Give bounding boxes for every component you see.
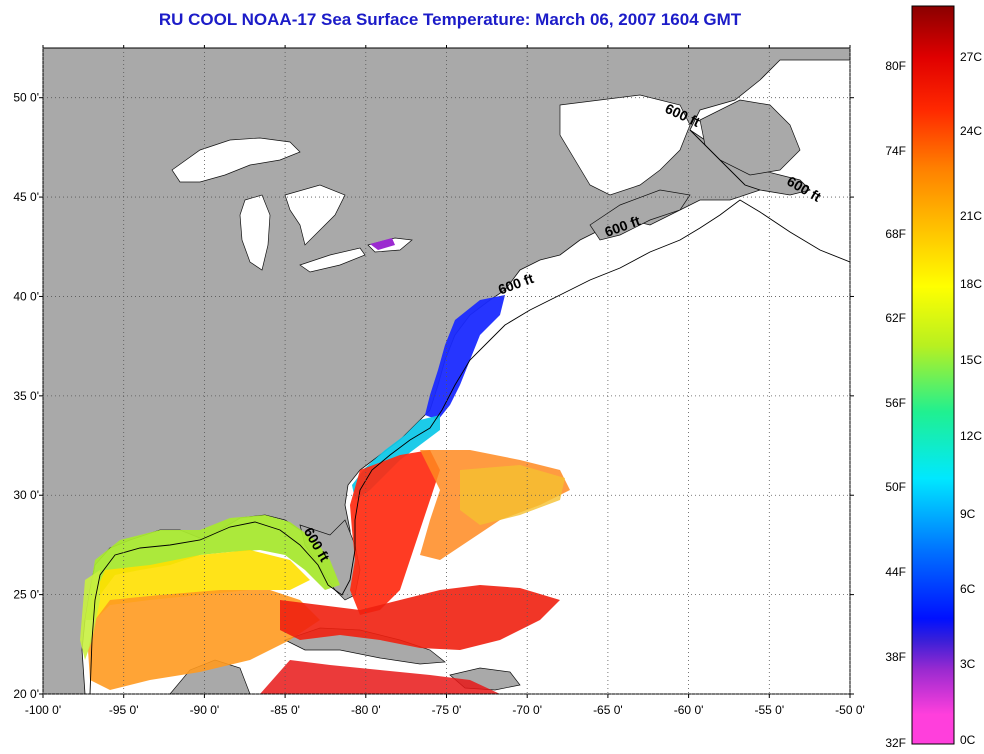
lon-tick-label: -50 0': [835, 703, 865, 717]
latitude-labels: 50 0' 45 0' 40 0' 35 0' 30 0' 25 0' 20 0': [13, 91, 39, 701]
lat-tick-label: 50 0': [13, 91, 39, 105]
map-gridlines: [39, 45, 854, 698]
lat-tick-label: 20 0': [13, 687, 39, 701]
isobath-600ft-east: [689, 129, 761, 191]
colorbar-f-label: 38F: [885, 650, 906, 664]
lon-tick-label: -60 0': [674, 703, 704, 717]
sst-caribbean-red: [280, 585, 560, 650]
colorbar-f-label: 50F: [885, 480, 906, 494]
sst-gulf-yellow: [92, 550, 310, 620]
lake-huron: [284, 184, 346, 246]
lat-tick-label: 40 0': [13, 289, 39, 303]
lon-tick-label: -85 0': [270, 703, 300, 717]
lake-michigan: [239, 194, 271, 271]
colorbar-celsius-labels: 27C 24C 21C 18C 15C 12C 9C 6C 3C 0C: [960, 50, 982, 747]
sst-west-gulf-coast: [80, 570, 100, 660]
lat-tick-label: 45 0': [13, 190, 39, 204]
colorbar-c-label: 24C: [960, 124, 982, 138]
isobath-600ft: [89, 199, 850, 694]
colorbar-fahrenheit-labels: 80F 74F 68F 62F 56F 50F 44F 38F 32F: [885, 59, 906, 750]
colorbar-c-label: 3C: [960, 657, 976, 671]
sst-caribbean-south: [260, 660, 500, 694]
colorbar-f-label: 32F: [885, 736, 906, 750]
colorbar-c-label: 21C: [960, 209, 982, 223]
lon-tick-label: -80 0': [351, 703, 381, 717]
lat-tick-label: 25 0': [13, 588, 39, 602]
colorbar-f-label: 44F: [885, 565, 906, 579]
colorbar-f-label: 80F: [885, 59, 906, 73]
colorbar-c-label: 27C: [960, 50, 982, 64]
lake-ontario-sst: [370, 238, 395, 250]
lon-tick-label: -95 0': [109, 703, 139, 717]
colorbar-f-label: 62F: [885, 311, 906, 325]
lat-tick-label: 35 0': [13, 389, 39, 403]
sst-offshore-yellow: [460, 465, 565, 525]
lon-tick-label: -70 0': [512, 703, 542, 717]
sst-northeast-coast: [425, 295, 505, 420]
lon-tick-label: -90 0': [190, 703, 220, 717]
lat-tick-label: 30 0': [13, 488, 39, 502]
lon-tick-label: -65 0': [593, 703, 623, 717]
sst-gulf-coast-green: [85, 515, 340, 620]
colorbar-f-label: 74F: [885, 144, 906, 158]
colorbar-c-label: 15C: [960, 353, 982, 367]
sst-gulf-stream-red: [350, 450, 440, 615]
colorbar-f-label: 68F: [885, 227, 906, 241]
lon-tick-label: -55 0': [754, 703, 784, 717]
colorbar-c-label: 9C: [960, 507, 976, 521]
colorbar-f-label: 56F: [885, 396, 906, 410]
colorbar-c-label: 0C: [960, 733, 976, 747]
lon-tick-label: -75 0': [432, 703, 462, 717]
longitude-labels: -100 0' -95 0' -90 0' -85 0' -80 0' -75 0' -70…: [25, 703, 865, 717]
nova-scotia: [589, 189, 691, 241]
chart-title: RU COOL NOAA-17 Sea Surface Temperature:…: [158, 10, 742, 29]
lake-erie: [299, 247, 366, 273]
colorbar-scale: [911, 5, 955, 745]
colorbar-c-label: 6C: [960, 582, 976, 596]
colorbar-c-label: 18C: [960, 277, 982, 291]
gulf-st-lawrence: [559, 94, 691, 196]
lon-tick-label: -100 0': [25, 703, 61, 717]
colorbar-c-label: 12C: [960, 429, 982, 443]
